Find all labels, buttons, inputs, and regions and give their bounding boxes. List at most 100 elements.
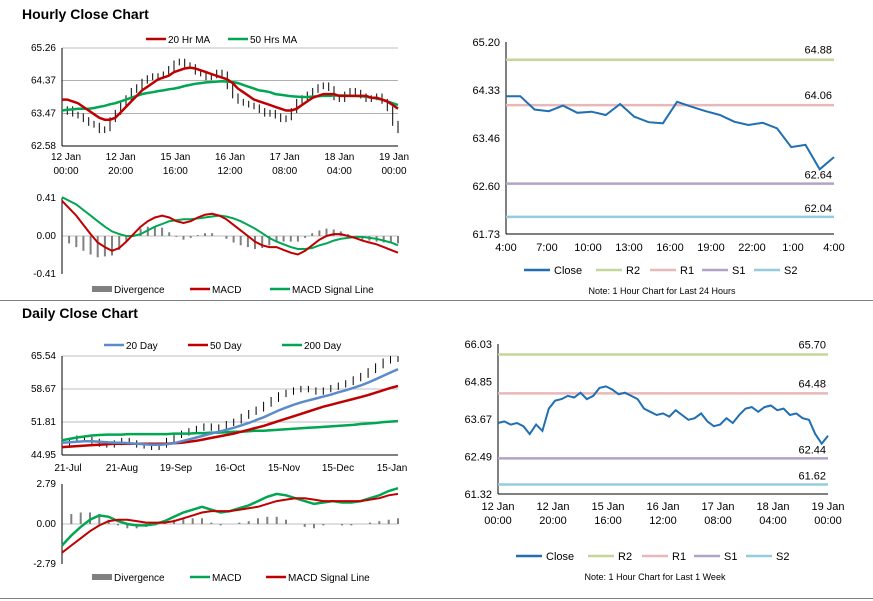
x-tick-label: 22:00 <box>738 242 766 254</box>
legend-label: 50 Day <box>210 341 242 352</box>
y-tick-label: 51.81 <box>31 417 56 428</box>
y-tick-label: -0.41 <box>33 269 56 280</box>
section-title-daily: Daily Close Chart <box>22 305 138 321</box>
x-tick-label: 00:00 <box>484 515 512 527</box>
y-tick-label: 64.85 <box>464 377 492 389</box>
legend-label: 50 Hrs MA <box>250 35 298 46</box>
legend-label: MACD Signal Line <box>292 285 374 296</box>
x-tick-label: 00:00 <box>814 515 842 527</box>
signal-line <box>61 492 399 554</box>
legend-label: 20 Hr MA <box>168 35 211 46</box>
close-line <box>497 385 829 446</box>
y-tick-label: 61.32 <box>464 489 492 501</box>
x-tick-label: 12:00 <box>649 515 677 527</box>
y-tick-label: 44.95 <box>31 450 56 461</box>
x-tick-label: 1:00 <box>782 242 803 254</box>
r1-level-label: 64.06 <box>804 90 832 102</box>
x-tick-label: 15 Jan <box>591 501 624 513</box>
y-tick-label: 63.47 <box>31 108 56 119</box>
legend-label: R2 <box>618 551 632 563</box>
y-tick-label: 65.20 <box>472 37 500 49</box>
x-tick-label: 10:00 <box>574 242 602 254</box>
section-title-hourly: Hourly Close Chart <box>22 6 149 22</box>
x-tick-label: 00:00 <box>381 166 406 177</box>
y-tick-label: 0.41 <box>37 193 57 204</box>
legend-label: MACD Signal Line <box>288 573 370 584</box>
y-tick-label: 66.03 <box>464 339 492 351</box>
x-tick-label: 19:00 <box>697 242 725 254</box>
x-tick-label: 17 Jan <box>270 152 300 163</box>
ma200-line <box>61 419 399 442</box>
s2-level-label: 62.04 <box>804 203 832 215</box>
legend-label: Close <box>554 265 582 277</box>
x-tick-label: 20:00 <box>108 166 133 177</box>
y-tick-label: 63.46 <box>472 133 500 145</box>
r1-level-label: 64.48 <box>798 378 826 390</box>
s2-level-label: 61.62 <box>798 470 826 482</box>
x-tick-label: 4:00 <box>495 242 516 254</box>
legend-label: S1 <box>724 551 737 563</box>
x-tick-label: 08:00 <box>704 515 732 527</box>
x-tick-label: 16:00 <box>594 515 622 527</box>
x-tick-label: 04:00 <box>327 166 352 177</box>
legend-label: S2 <box>776 551 789 563</box>
r2-level-label: 65.70 <box>798 340 826 352</box>
x-tick-label: 18 Jan <box>756 501 789 513</box>
x-tick-label: 08:00 <box>272 166 297 177</box>
legend-label: R1 <box>680 265 694 277</box>
close-line <box>506 95 835 171</box>
legend-swatch <box>92 574 112 580</box>
x-tick-label: 12 Jan <box>51 152 81 163</box>
y-tick-label: 62.60 <box>472 181 500 193</box>
ma20-line <box>62 66 399 121</box>
x-tick-label: 16-Oct <box>215 463 245 474</box>
r2-level-label: 64.88 <box>804 45 832 57</box>
legend-label: R1 <box>672 551 686 563</box>
x-tick-label: 15-Jan <box>377 463 408 474</box>
chart-note: Note: 1 Hour Chart for Last 1 Week <box>585 572 726 582</box>
x-tick-label: 7:00 <box>536 242 557 254</box>
x-tick-label: 16:00 <box>656 242 684 254</box>
x-tick-label: 16:00 <box>163 166 188 177</box>
x-tick-label: 19 Jan <box>811 501 844 513</box>
y-tick-label: 58.67 <box>31 384 56 395</box>
x-tick-label: 4:00 <box>823 242 844 254</box>
legend-label: MACD <box>212 573 241 584</box>
chart-note: Note: 1 Hour Chart for Last 24 Hours <box>588 286 736 296</box>
legend-label: S1 <box>732 265 745 277</box>
x-tick-label: 21-Jul <box>54 463 81 474</box>
y-tick-label: 61.73 <box>472 229 500 241</box>
x-tick-label: 16 Jan <box>215 152 245 163</box>
y-tick-label: 0.00 <box>37 231 57 242</box>
x-tick-label: 20:00 <box>539 515 567 527</box>
legend-swatch <box>92 286 112 292</box>
x-tick-label: 15 Jan <box>160 152 190 163</box>
y-tick-label: 65.26 <box>31 43 56 54</box>
x-tick-label: 18 Jan <box>324 152 354 163</box>
x-tick-label: 15-Nov <box>268 463 300 474</box>
x-tick-label: 12 Jan <box>536 501 569 513</box>
y-tick-label: 62.49 <box>464 452 492 464</box>
x-tick-label: 04:00 <box>759 515 787 527</box>
y-tick-label: -2.79 <box>33 559 56 570</box>
macd-line <box>61 200 399 256</box>
s1-level-label: 62.44 <box>798 444 826 456</box>
s1-level-label: 62.64 <box>804 170 832 182</box>
legend-label: 200 Day <box>304 341 341 352</box>
legend-label: Divergence <box>114 285 165 296</box>
x-tick-label: 19 Jan <box>379 152 409 163</box>
y-tick-label: 62.58 <box>31 141 56 152</box>
legend-label: S2 <box>784 265 797 277</box>
y-tick-label: 64.33 <box>472 85 500 97</box>
x-tick-label: 00:00 <box>53 166 78 177</box>
y-tick-label: 65.54 <box>31 351 56 362</box>
legend-label: Divergence <box>114 573 165 584</box>
x-tick-label: 19-Sep <box>160 463 193 474</box>
legend-label: MACD <box>212 285 241 296</box>
x-tick-label: 12 Jan <box>106 152 136 163</box>
